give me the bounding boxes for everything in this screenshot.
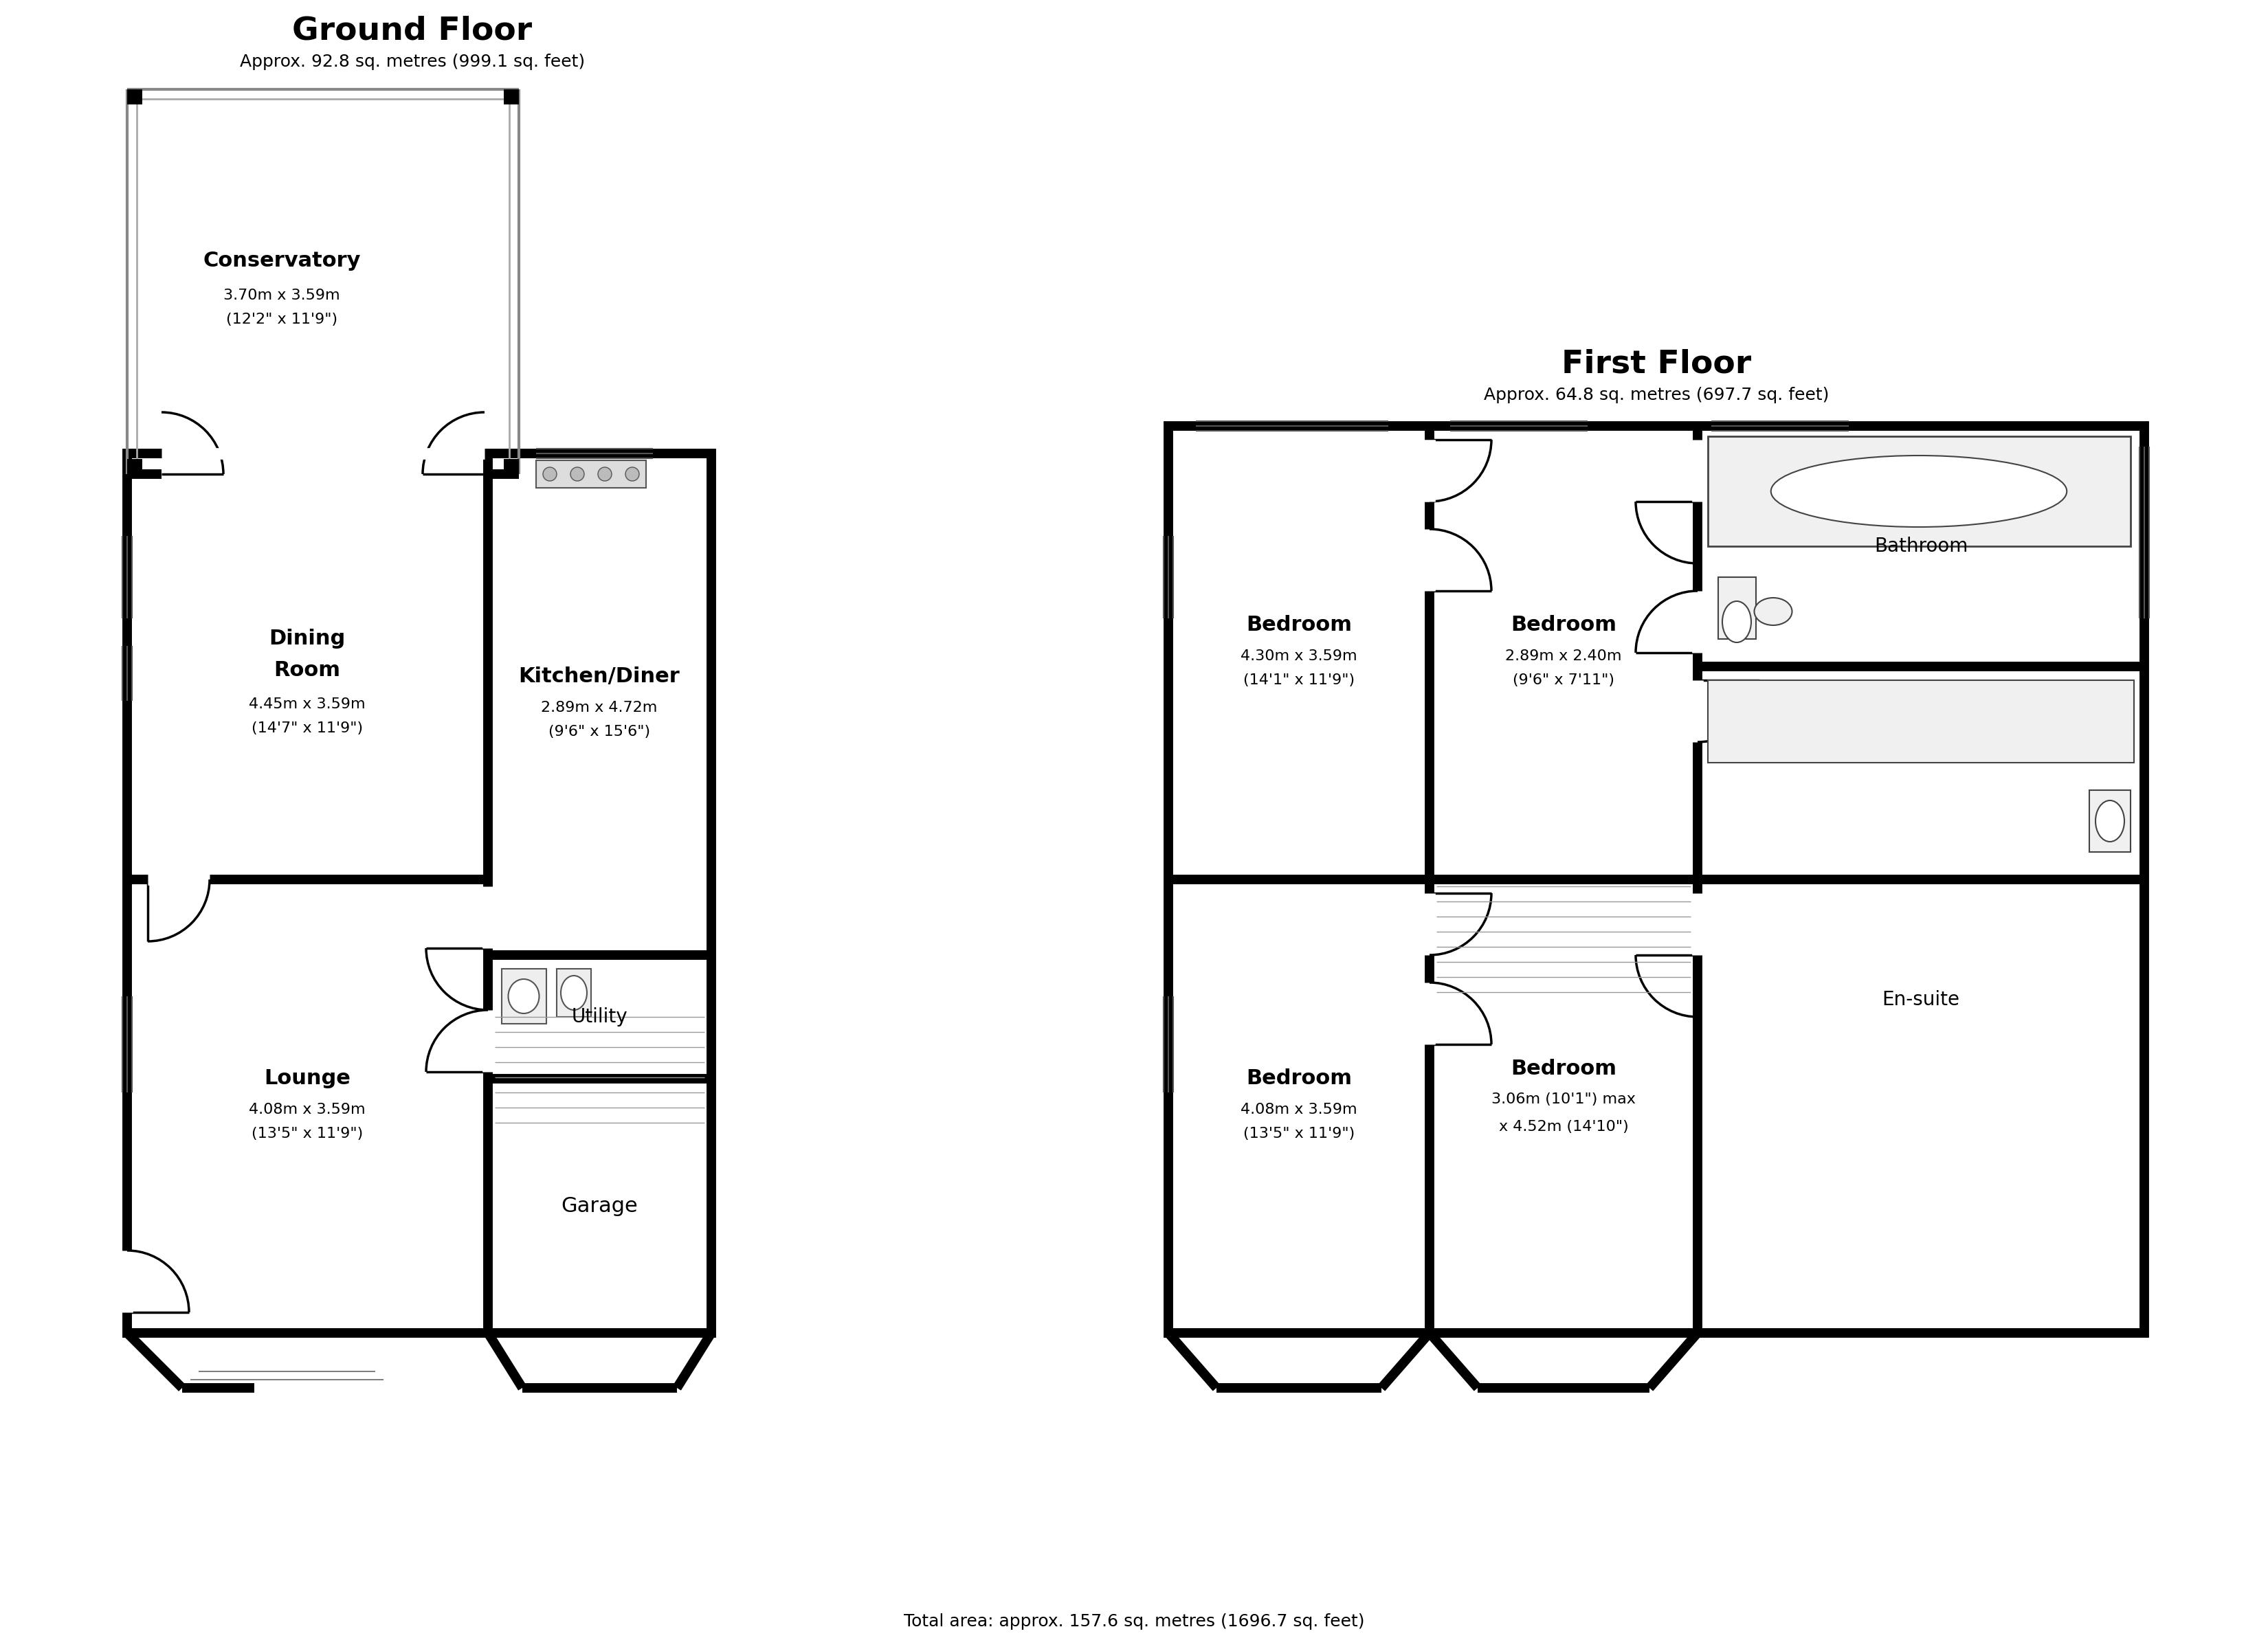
Text: 3.70m x 3.59m: 3.70m x 3.59m xyxy=(225,289,340,302)
Ellipse shape xyxy=(1771,455,2066,528)
Bar xyxy=(127,453,712,1332)
Text: Approx. 92.8 sq. metres (999.1 sq. feet): Approx. 92.8 sq. metres (999.1 sq. feet) xyxy=(240,53,585,69)
Ellipse shape xyxy=(1753,597,1792,625)
Text: Utility: Utility xyxy=(572,1008,628,1026)
Text: 4.30m x 3.59m: 4.30m x 3.59m xyxy=(1241,650,1356,663)
Bar xyxy=(127,89,143,104)
Ellipse shape xyxy=(508,980,540,1014)
Text: (9'6" x 7'11"): (9'6" x 7'11") xyxy=(1513,673,1615,688)
Ellipse shape xyxy=(626,467,640,482)
Text: (13'5" x 11'9"): (13'5" x 11'9") xyxy=(252,1126,363,1141)
Ellipse shape xyxy=(1721,602,1751,643)
Text: Ground Floor: Ground Floor xyxy=(293,15,533,46)
Ellipse shape xyxy=(599,467,612,482)
Text: Dining: Dining xyxy=(270,628,345,650)
Bar xyxy=(503,458,519,475)
Bar xyxy=(535,460,646,488)
Bar xyxy=(1708,679,2134,762)
Text: Bedroom: Bedroom xyxy=(1245,615,1352,635)
Text: Total area: approx. 157.6 sq. metres (1696.7 sq. feet): Total area: approx. 157.6 sq. metres (16… xyxy=(903,1613,1365,1629)
Text: 2.89m x 2.40m: 2.89m x 2.40m xyxy=(1506,650,1622,663)
Text: 3.06m (10'1") max: 3.06m (10'1") max xyxy=(1492,1092,1635,1106)
Bar xyxy=(1719,577,1755,638)
Bar xyxy=(503,89,519,104)
Text: Kitchen/Diner: Kitchen/Diner xyxy=(519,666,680,686)
Ellipse shape xyxy=(542,467,556,482)
Ellipse shape xyxy=(572,467,585,482)
Text: (14'1" x 11'9"): (14'1" x 11'9") xyxy=(1243,673,1354,688)
Text: Garage: Garage xyxy=(560,1196,637,1215)
Text: x 4.52m (14'10"): x 4.52m (14'10") xyxy=(1499,1120,1628,1135)
Text: (9'6" x 15'6"): (9'6" x 15'6") xyxy=(549,726,651,739)
Text: (14'7" x 11'9"): (14'7" x 11'9") xyxy=(252,722,363,735)
Bar xyxy=(1708,437,2130,546)
Text: 2.89m x 4.72m: 2.89m x 4.72m xyxy=(542,701,658,714)
Bar xyxy=(2089,790,2130,853)
Text: Bedroom: Bedroom xyxy=(1510,615,1617,635)
Bar xyxy=(556,968,592,1017)
Text: Lounge: Lounge xyxy=(263,1069,352,1088)
Text: First Floor: First Floor xyxy=(1560,348,1751,379)
Bar xyxy=(1168,425,2143,1332)
Text: Bedroom: Bedroom xyxy=(1245,1069,1352,1088)
Bar xyxy=(127,458,143,475)
Text: (13'5" x 11'9"): (13'5" x 11'9") xyxy=(1243,1126,1354,1141)
Ellipse shape xyxy=(2096,800,2125,841)
Text: Room: Room xyxy=(274,660,340,679)
Text: (12'2" x 11'9"): (12'2" x 11'9") xyxy=(227,313,338,327)
Text: 4.08m x 3.59m: 4.08m x 3.59m xyxy=(249,1103,365,1116)
Text: En-suite: En-suite xyxy=(1882,989,1960,1009)
Text: Conservatory: Conservatory xyxy=(202,251,361,270)
Ellipse shape xyxy=(560,976,587,1009)
Text: Bedroom: Bedroom xyxy=(1510,1059,1617,1078)
Text: 4.08m x 3.59m: 4.08m x 3.59m xyxy=(1241,1103,1356,1116)
Text: Bathroom: Bathroom xyxy=(1873,536,1969,556)
Bar xyxy=(501,968,547,1024)
Text: Approx. 64.8 sq. metres (697.7 sq. feet): Approx. 64.8 sq. metres (697.7 sq. feet) xyxy=(1483,388,1828,404)
Text: 4.45m x 3.59m: 4.45m x 3.59m xyxy=(249,698,365,711)
